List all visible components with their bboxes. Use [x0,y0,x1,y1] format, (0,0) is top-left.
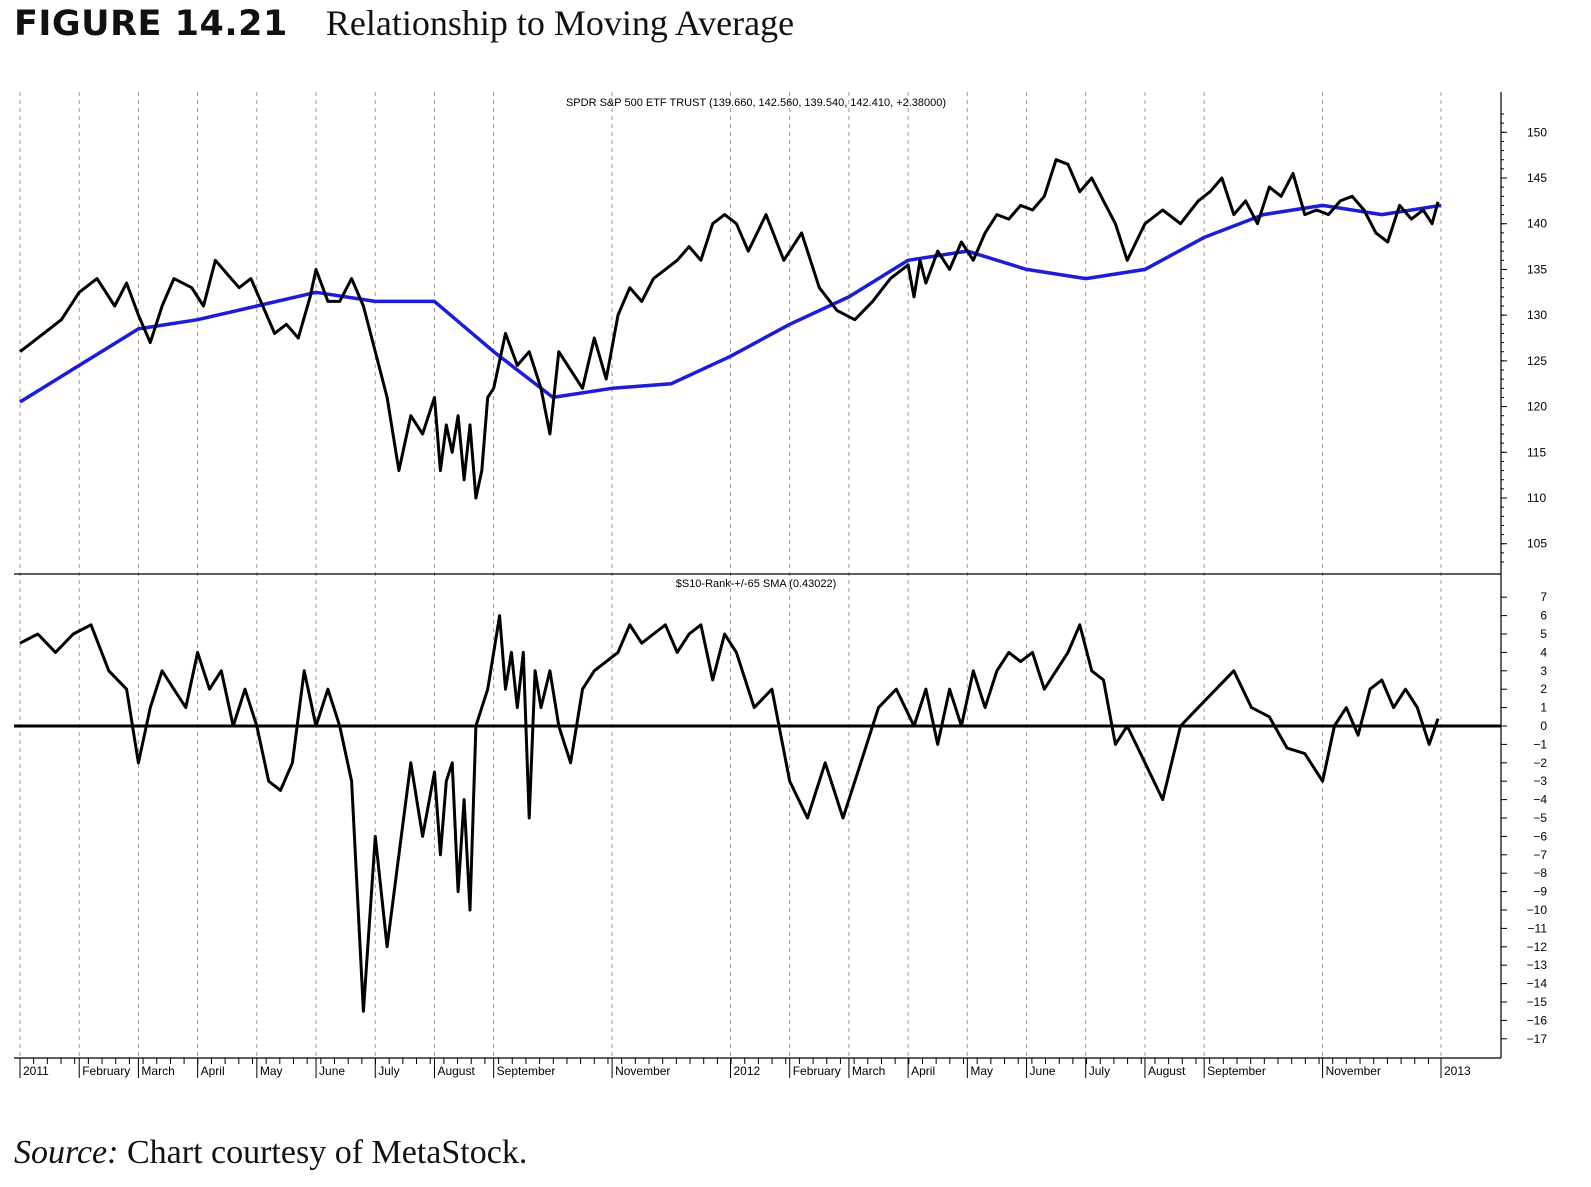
x-tick-label: September [497,1064,556,1078]
deviation-y-tick-label: 3 [1540,664,1547,678]
x-tick-label: August [1148,1064,1186,1078]
x-tick-label: May [260,1064,283,1078]
source-text: Chart courtesy of MetaStock. [126,1134,528,1171]
vertical-gridlines [19,92,1442,1058]
price-series-line [19,158,1440,500]
x-tick-label: June [319,1064,345,1078]
price-panel-title: SPDR S&P 500 ETF TRUST (139.660, 142.560… [566,97,946,109]
x-tick-label: August [437,1064,475,1078]
x-axis: 2011 February March April May June July August S… [19,1058,1471,1078]
deviation-panel-title: $S10-Rank-+/-65 SMA (0.43022) [676,578,837,590]
deviation-y-tick-label: −10 [1527,903,1548,917]
price-y-axis: 105 110 115 120 125 130 135 140 145 150 [1501,113,1547,563]
x-tick-label: June [1030,1064,1056,1078]
figure-title: Relationship to Moving Average [325,3,795,43]
deviation-y-tick-label: 5 [1540,627,1547,641]
x-tick-label: November [1326,1064,1381,1078]
deviation-y-tick-label: −11 [1528,921,1548,935]
deviation-y-tick-label: −13 [1527,958,1548,972]
deviation-y-tick-label: −9 [1533,885,1547,899]
price-y-tick-label: 120 [1527,400,1547,414]
deviation-y-tick-label: −1 [1533,737,1547,751]
sma-series-line [19,203,1442,404]
price-y-tick-label: 110 [1527,491,1546,505]
deviation-y-tick-label: −16 [1527,1013,1548,1027]
x-tick-label: February [793,1064,841,1078]
deviation-y-tick-label: −12 [1527,940,1548,954]
x-tick-label: April [911,1064,935,1078]
x-tick-label: July [378,1064,399,1078]
deviation-y-tick-label: −14 [1527,977,1548,991]
deviation-y-tick-label: −2 [1533,756,1547,770]
price-y-tick-label: 125 [1527,354,1547,368]
figure-header: FIGURE 14.21 Relationship to Moving Aver… [14,2,794,52]
deviation-y-tick-label: −6 [1533,829,1547,843]
x-tick-label: March [852,1064,885,1078]
deviation-y-tick-label: −7 [1533,848,1547,862]
deviation-y-tick-label: −3 [1533,774,1547,788]
price-y-tick-label: 135 [1527,262,1547,276]
price-y-tick-label: 105 [1527,537,1547,551]
deviation-y-tick-label: 2 [1540,682,1547,696]
figure-label: FIGURE 14.21 [14,4,288,44]
deviation-y-tick-label: 6 [1540,609,1547,623]
x-tick-label: 2013 [1444,1064,1471,1078]
deviation-y-tick-label: 7 [1540,590,1547,604]
source-caption: Source: Chart courtesy of MetaStock. [14,1134,527,1172]
deviation-series-line [19,614,1440,1013]
deviation-y-tick-label: −5 [1533,811,1547,825]
x-tick-label: November [615,1064,670,1078]
x-tick-label: February [82,1064,130,1078]
price-y-tick-label: 130 [1527,308,1547,322]
x-tick-label: March [141,1064,174,1078]
deviation-y-tick-label: −15 [1527,995,1548,1009]
x-tick-label: 2012 [734,1064,761,1078]
deviation-y-tick-label: −4 [1533,793,1547,807]
x-tick-label: April [201,1064,225,1078]
deviation-y-axis: 7 6 5 4 3 2 1 0 −1 −2 −3 −4 −5 −6 −7 −8 −9 −10 −11 −12 −13 −1… [1501,590,1547,1046]
deviation-y-tick-label: 0 [1540,719,1547,733]
source-prefix: Source: [14,1134,119,1171]
deviation-y-tick-label: −8 [1533,866,1547,880]
x-tick-label: July [1089,1064,1110,1078]
x-tick-label: May [970,1064,993,1078]
price-y-tick-label: 150 [1527,125,1547,139]
price-y-tick-label: 115 [1527,445,1546,459]
x-tick-label: 2011 [23,1064,49,1078]
deviation-y-tick-label: 4 [1540,645,1547,659]
x-tick-label: September [1207,1064,1266,1078]
chart-canvas: SPDR S&P 500 ETF TRUST (139.660, 142.560… [14,92,1547,1078]
price-y-tick-label: 145 [1527,171,1547,185]
deviation-y-tick-label: −17 [1527,1032,1548,1046]
deviation-y-tick-label: 1 [1540,701,1547,715]
price-y-tick-label: 140 [1527,217,1547,231]
